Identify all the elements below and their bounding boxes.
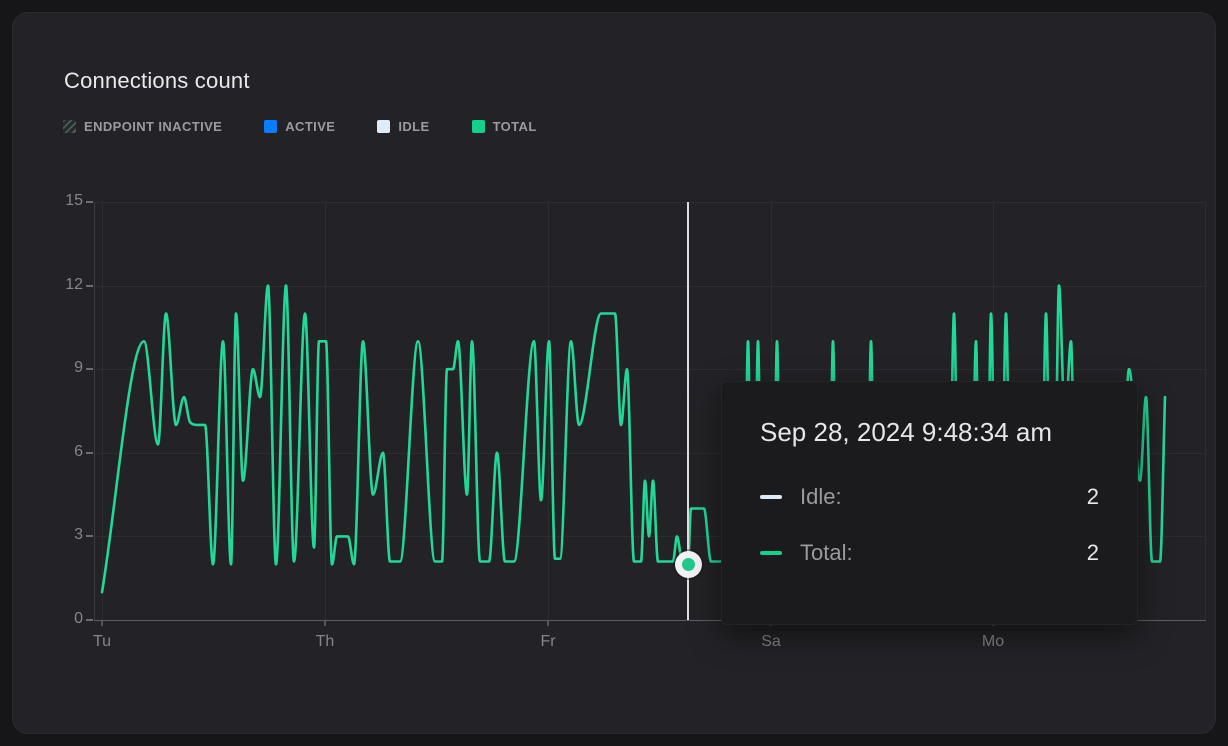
x-axis-tick bbox=[324, 620, 326, 626]
legend-label: TOTAL bbox=[492, 119, 537, 134]
y-axis-line bbox=[94, 202, 95, 620]
y-axis-label: 6 bbox=[74, 442, 83, 460]
tooltip-rows: Idle: 2 Total: 2 bbox=[760, 477, 1099, 573]
legend-item-idle[interactable]: IDLE bbox=[377, 119, 429, 134]
y-axis-tick bbox=[86, 284, 93, 287]
y-axis-tick bbox=[86, 451, 93, 454]
legend-item-active[interactable]: ACTIVE bbox=[264, 119, 335, 134]
legend-label: IDLE bbox=[398, 119, 430, 134]
x-axis-tick bbox=[101, 620, 103, 626]
x-axis-line bbox=[94, 620, 1206, 621]
tooltip-datetime: Sep 28, 2024 9:48:34 am bbox=[760, 417, 1053, 447]
x-axis-label: Mo bbox=[981, 633, 1005, 650]
tooltip-value: 2 bbox=[1086, 484, 1099, 509]
tooltip-label: Idle: bbox=[800, 484, 842, 509]
y-axis-label: 3 bbox=[74, 526, 83, 544]
y-axis-tick bbox=[86, 535, 93, 538]
total-swatch-icon bbox=[471, 120, 485, 133]
y-axis-label: 15 bbox=[65, 192, 83, 209]
x-axis-tick bbox=[547, 620, 549, 626]
x-axis-label: Tu bbox=[92, 633, 112, 650]
gridline-horizontal bbox=[94, 452, 1206, 454]
connections-count-card: Connections count ENDPOINT INACTIVE ACTI… bbox=[12, 12, 1216, 734]
endpoint-inactive-swatch-icon bbox=[63, 120, 76, 133]
tooltip-label: Total: bbox=[800, 540, 853, 565]
hover-point-marker-dot bbox=[681, 557, 695, 571]
legend-label: ENDPOINT INACTIVE bbox=[84, 119, 223, 134]
chart-title: Connections count bbox=[64, 68, 250, 93]
hover-cursor-line bbox=[686, 202, 690, 620]
y-axis-tick bbox=[86, 368, 93, 371]
legend-item-total[interactable]: TOTAL bbox=[471, 119, 537, 134]
gridline-vertical bbox=[325, 202, 326, 620]
y-axis-label: 9 bbox=[74, 359, 83, 377]
chart-legend: ENDPOINT INACTIVE ACTIVE IDLE TOTAL bbox=[63, 119, 537, 134]
gridline-horizontal bbox=[94, 536, 1206, 538]
tooltip-row-idle: Idle: 2 bbox=[760, 477, 1099, 517]
gridline-horizontal bbox=[94, 285, 1206, 287]
legend-item-endpoint-inactive[interactable]: ENDPOINT INACTIVE bbox=[63, 119, 222, 134]
tooltip-value: 2 bbox=[1086, 540, 1099, 565]
active-swatch-icon bbox=[264, 120, 278, 133]
x-axis-label: Th bbox=[315, 633, 335, 650]
legend-label: ACTIVE bbox=[285, 119, 336, 134]
x-axis-label: Fr bbox=[540, 633, 556, 650]
chart-tooltip: Sep 28, 2024 9:48:34 am Idle: 2 Total: 2 bbox=[721, 381, 1138, 625]
y-axis-tick bbox=[86, 619, 93, 621]
gridline-horizontal bbox=[94, 369, 1206, 371]
x-axis-label: Sa bbox=[761, 633, 781, 650]
y-axis-label: 12 bbox=[65, 275, 83, 293]
idle-swatch-icon bbox=[377, 120, 391, 133]
gridline-vertical bbox=[548, 202, 549, 620]
hover-point-marker bbox=[674, 550, 702, 578]
total-dash-icon bbox=[760, 551, 782, 555]
y-axis-tick bbox=[86, 201, 93, 203]
plot-right-border bbox=[1205, 202, 1206, 620]
gridline-vertical bbox=[102, 202, 103, 620]
y-axis-label: 0 bbox=[74, 610, 83, 627]
idle-dash-icon bbox=[760, 495, 782, 499]
gridline-horizontal bbox=[94, 202, 1206, 203]
tooltip-row-total: Total: 2 bbox=[760, 533, 1099, 573]
